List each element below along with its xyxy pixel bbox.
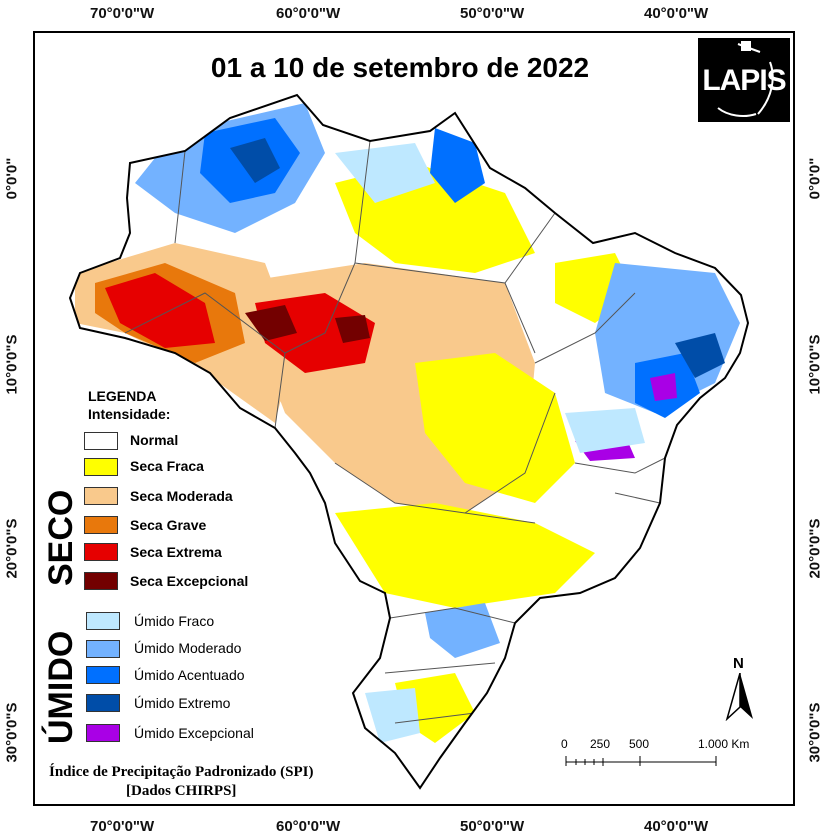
- coord-bottom-40w: 40°0'0"W: [644, 818, 709, 835]
- country-border: [68, 93, 750, 790]
- coord-left-20s: 20°0'0"S: [3, 518, 21, 579]
- legend-group-seco: SECO: [42, 489, 80, 586]
- region-seca-fraca-central: [415, 353, 575, 503]
- swatch-seca-grave: [84, 516, 118, 534]
- legend-title: LEGENDA: [88, 388, 157, 404]
- region-seca-excepcional-a: [245, 305, 297, 341]
- region-umido-ne-moderado: [595, 263, 740, 413]
- legend-label-seca-moderada: Seca Moderada: [130, 488, 233, 504]
- logo-text: LAPIS: [702, 64, 786, 97]
- legend-subtitle: Intensidade:: [88, 406, 171, 422]
- coord-left-30s: 30°0'0"S: [3, 702, 21, 763]
- coord-top-40w: 40°0'0"W: [644, 5, 709, 22]
- swatch-seca-fraca: [84, 458, 118, 476]
- north-label: N: [733, 655, 744, 672]
- swatch-umido-fraco: [86, 612, 120, 630]
- coord-top-60w: 60°0'0"W: [276, 5, 341, 22]
- brazil-map: [68, 93, 750, 790]
- lapis-logo: LAPIS: [698, 38, 790, 122]
- coord-left-10s: 10°0'0"S: [3, 334, 21, 395]
- scale-tick-1000: 1.000 Km: [698, 737, 750, 751]
- swatch-umido-acentuado: [86, 666, 120, 684]
- credit-data-source: [Dados CHIRPS]: [126, 783, 237, 799]
- scale-tick-500: 500: [629, 737, 650, 751]
- region-umido-ne-extremo: [675, 333, 725, 378]
- coord-bottom-60w: 60°0'0"W: [276, 818, 341, 835]
- coord-top-50w: 50°0'0"W: [460, 5, 525, 22]
- region-umido-fraco-south: [365, 688, 420, 743]
- region-umido-fraco-ne: [565, 408, 645, 453]
- coord-bottom-50w: 50°0'0"W: [460, 818, 525, 835]
- map-frame: [33, 31, 795, 806]
- region-umido-fraco-north: [335, 143, 435, 203]
- scale-bar: [565, 756, 717, 766]
- swatch-seca-excepcional: [84, 572, 118, 590]
- legend-label-seca-extrema: Seca Extrema: [130, 544, 222, 560]
- coord-right-20s: 20°0'0"S: [806, 518, 824, 579]
- north-arrow-icon: [725, 673, 753, 721]
- region-umido-north-extremo: [230, 138, 280, 183]
- map-title: 01 a 10 de setembro de 2022: [210, 52, 590, 83]
- region-umido-south-moderado: [425, 603, 500, 658]
- legend-label-seca-fraca: Seca Fraca: [130, 458, 204, 474]
- credit-index: Índice de Precipitação Padronizado (SPI): [49, 764, 314, 780]
- legend-label-normal: Normal: [130, 432, 179, 448]
- legend-label-umido-moderado: Úmido Moderado: [134, 640, 242, 656]
- coord-right-30s: 30°0'0"S: [806, 702, 824, 763]
- legend-label-umido-extremo: Úmido Extremo: [134, 695, 231, 711]
- coord-right-0: 0°0'0": [806, 157, 824, 200]
- legend-label-seca-grave: Seca Grave: [130, 517, 207, 533]
- swatch-umido-excepcional: [86, 724, 120, 742]
- legend-label-umido-fraco: Úmido Fraco: [134, 613, 215, 629]
- region-seca-fraca-south: [335, 503, 595, 608]
- coord-left-0: 0°0'0": [3, 157, 21, 200]
- swatch-umido-moderado: [86, 640, 120, 658]
- coord-bottom-70w: 70°0'0"W: [90, 818, 155, 835]
- coord-right-10s: 10°0'0"S: [806, 334, 824, 395]
- swatch-seca-extrema: [84, 543, 118, 561]
- swatch-umido-extremo: [86, 694, 120, 712]
- state-boundaries: [124, 140, 666, 724]
- swatch-normal: [84, 432, 118, 450]
- region-seca-excepcional-b: [335, 315, 370, 343]
- legend-label-seca-excepcional: Seca Excepcional: [130, 573, 249, 589]
- scale-tick-0: 0: [561, 737, 568, 751]
- region-umido-excepcional-a: [650, 373, 677, 401]
- coord-top-70w: 70°0'0"W: [90, 5, 155, 22]
- swatch-seca-moderada: [84, 487, 118, 505]
- legend-label-umido-excepcional: Úmido Excepcional: [134, 725, 254, 741]
- legend-label-umido-acentuado: Úmido Acentuado: [134, 667, 245, 683]
- scale-tick-250: 250: [590, 737, 611, 751]
- region-umido-amapa: [430, 128, 485, 203]
- satellite-icon: [717, 41, 774, 117]
- legend-group-umido: ÚMIDO: [42, 630, 80, 744]
